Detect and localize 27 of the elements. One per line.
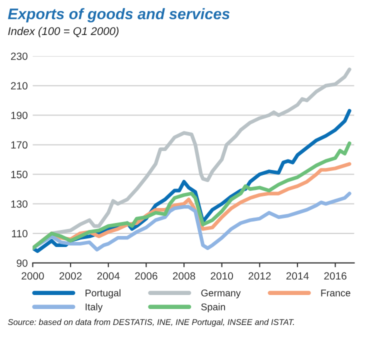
legend-label: Spain xyxy=(201,303,225,312)
chart-title: Exports of goods and services xyxy=(8,8,230,22)
legend-label: Germany xyxy=(201,290,241,298)
y-tick-label: 130 xyxy=(11,200,28,208)
line-series xyxy=(32,141,352,250)
x-tick-label: 2014 xyxy=(286,272,309,280)
x-tick-label: 2004 xyxy=(97,272,120,280)
x-tick-label: 2006 xyxy=(135,272,158,280)
x-tick-label: 2016 xyxy=(324,272,346,280)
source-note: Source: based on data from DESTATIS, INE, INE Portugal, INSEE and ISTAT. xyxy=(8,318,294,327)
x-tick-label: 2010 xyxy=(210,272,234,280)
legend-label: Portugal xyxy=(86,289,120,298)
legend-label: France xyxy=(321,290,350,296)
y-tick-label: 230 xyxy=(11,52,28,60)
x-tick-label: 2008 xyxy=(172,272,196,280)
line-series xyxy=(32,192,352,252)
y-tick-label: 170 xyxy=(11,141,28,149)
y-tick-label: 190 xyxy=(11,112,28,120)
x-tick-label: 2012 xyxy=(248,272,271,280)
x-tick-label: 2000 xyxy=(22,272,44,280)
chart-subtitle: Index (100 = Q1 2000) xyxy=(8,26,119,38)
x-tick-label: 2002 xyxy=(59,272,82,280)
y-tick-label: 150 xyxy=(11,170,28,178)
y-tick-label: 110 xyxy=(12,230,28,238)
y-tick-label: 90 xyxy=(16,259,28,267)
legend-label: Italy xyxy=(86,303,103,312)
y-tick-label: 210 xyxy=(11,82,28,90)
